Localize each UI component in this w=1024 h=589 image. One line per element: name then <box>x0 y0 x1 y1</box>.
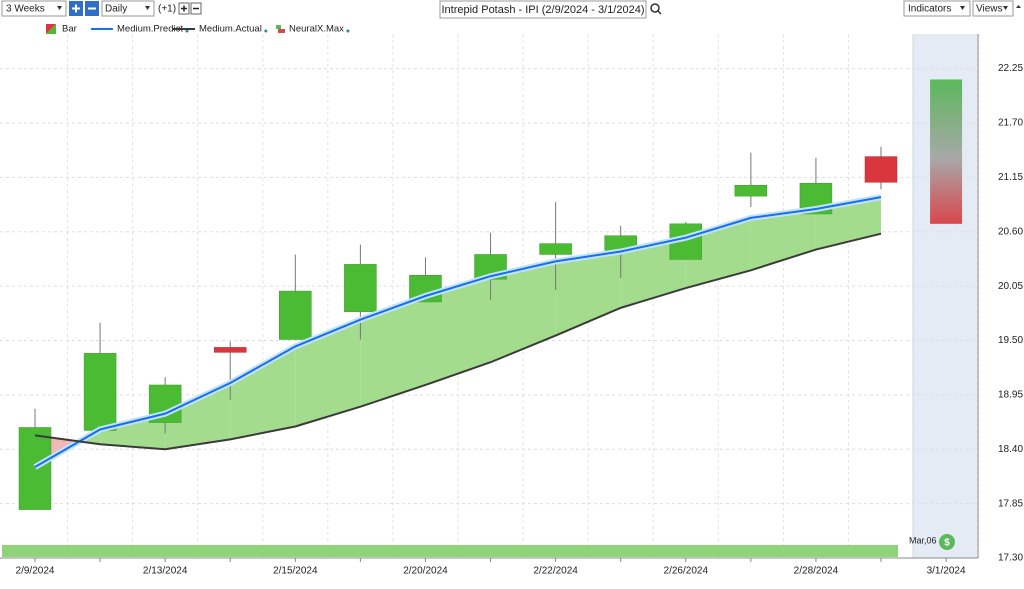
band-fill <box>620 237 686 308</box>
candle-body <box>213 347 247 353</box>
range-text: 3 Weeks <box>6 4 45 15</box>
indicators-text: Indicators <box>908 4 951 15</box>
band-fill <box>360 296 426 407</box>
candle-body <box>734 185 768 197</box>
x-tick-label: 2/26/2024 <box>664 566 709 577</box>
search-icon[interactable] <box>650 3 660 13</box>
legend-label: Medium.Predict <box>117 24 183 35</box>
legend-dot <box>346 29 350 33</box>
y-tick-label: 17.30 <box>998 553 1023 564</box>
x-tick-label: 2/13/2024 <box>143 566 188 577</box>
band-fill <box>815 197 881 250</box>
search-handle <box>657 10 662 15</box>
chart-title: Intrepid Potash - IPI (2/9/2024 - 3/1/20… <box>441 4 644 16</box>
series-line <box>34 232 882 451</box>
interval-select[interactable] <box>101 0 155 17</box>
timeline-band <box>2 545 898 557</box>
collapse-arrow[interactable] <box>1016 5 1021 8</box>
y-tick-label: 20.05 <box>998 281 1023 292</box>
x-tick-label: 2/22/2024 <box>533 566 578 577</box>
legend-icon <box>278 29 285 33</box>
series-line <box>34 196 882 468</box>
alert-icon <box>939 534 955 550</box>
candle-body <box>18 427 52 510</box>
x-tick-label: 2/9/2024 <box>16 566 55 577</box>
dropdown-arrow <box>145 6 150 10</box>
dropdown-arrow <box>1003 6 1008 10</box>
band-fill <box>165 383 231 450</box>
y-tick-label: 19.50 <box>998 335 1023 346</box>
legend-icon <box>276 25 281 29</box>
legend-dot <box>185 29 189 33</box>
y-tick-label: 18.40 <box>998 444 1023 455</box>
band-fill <box>490 261 556 363</box>
plus-icon <box>72 4 80 13</box>
dropdown-arrow <box>960 6 965 10</box>
views-button[interactable] <box>972 0 1014 17</box>
annotation: Mar,06 <box>909 535 937 545</box>
x-tick-label: 2/20/2024 <box>403 566 448 577</box>
y-tick-label: 21.70 <box>998 118 1023 129</box>
legend-label: Bar <box>62 24 77 35</box>
candle-body <box>83 353 117 431</box>
forecast-bar <box>930 79 963 224</box>
symbol-box[interactable] <box>439 0 647 19</box>
band-fill <box>750 208 816 271</box>
plus-icon <box>181 5 187 12</box>
legend-icon <box>46 24 56 34</box>
x-tick-label: 2/15/2024 <box>273 566 318 577</box>
candle-body <box>279 290 312 340</box>
y-tick-label: 17.85 <box>998 498 1023 509</box>
legend-label: Medium.Actual <box>199 24 262 35</box>
dropdown-arrow <box>57 6 62 10</box>
y-tick-label: 18.95 <box>998 390 1023 401</box>
y-tick-label: 22.25 <box>998 63 1023 74</box>
range-select[interactable] <box>1 0 67 17</box>
views-text: Views <box>976 4 1003 15</box>
x-tick-label: 3/1/2024 <box>927 566 966 577</box>
band-fill <box>100 413 166 450</box>
legend-label: NeuralX.Max <box>289 24 344 35</box>
candle-body <box>864 156 898 183</box>
band-fill <box>230 346 296 440</box>
y-tick-label: 20.60 <box>998 226 1023 237</box>
candle-body <box>539 243 572 255</box>
interval-text: Daily <box>105 4 127 15</box>
alert-symbol: $ <box>944 538 950 549</box>
band-fill <box>425 276 491 385</box>
candle-body <box>344 264 377 313</box>
x-tick-label: 2/28/2024 <box>794 566 839 577</box>
legend-dot <box>264 29 268 33</box>
band-fill <box>295 319 361 427</box>
y-tick-label: 21.15 <box>998 172 1023 183</box>
toolbar: 3 Weeks Daily (+1) Intrepid Potash - IPI… <box>1 0 1021 19</box>
offset-text: (+1) <box>158 4 176 15</box>
indicators-button[interactable] <box>903 0 971 17</box>
